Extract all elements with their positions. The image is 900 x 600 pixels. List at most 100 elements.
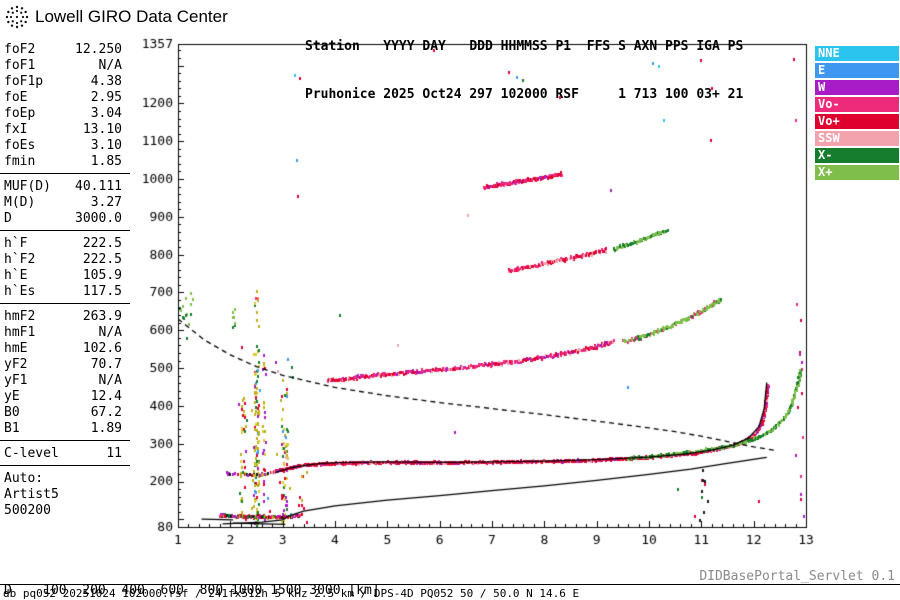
station-header: Station YYYY DAY DDD HHMMSS P1 FFS S AXN… bbox=[305, 7, 743, 135]
param-label: fmin bbox=[4, 154, 36, 169]
legend-item-e: E bbox=[815, 63, 899, 78]
param-value: 40.111 bbox=[75, 179, 122, 194]
param-label: hmF1 bbox=[4, 325, 36, 340]
param-value: 222.5 bbox=[82, 252, 122, 267]
param-value: 13.10 bbox=[82, 122, 122, 137]
param-row-hf: h`F 222.5 bbox=[0, 236, 130, 252]
param-row-auto: Auto: bbox=[0, 471, 130, 487]
param-row-foe: foE 2.95 bbox=[0, 90, 130, 106]
param-row-foes: foEs 3.10 bbox=[0, 138, 130, 154]
param-label: foEs bbox=[4, 138, 36, 153]
param-value: 117.5 bbox=[82, 284, 122, 299]
param-group: MUF(D) 40.111 M(D) 3.27 D 3000.0 bbox=[0, 179, 130, 231]
param-row-mufd: MUF(D) 40.111 bbox=[0, 179, 130, 195]
param-group: foF2 12.250 foF1 N/A foF1p 4.38 foE 2.95 foEp 3.0… bbox=[0, 42, 130, 174]
status-text: db pq052 20251024 102000.rsf / 241fx512h… bbox=[3, 587, 580, 600]
param-value: 11 bbox=[106, 446, 122, 461]
param-value: 70.7 bbox=[90, 357, 122, 372]
station-header-values: Pruhonice 2025 Oct24 297 102000 RSF 1 71… bbox=[305, 87, 744, 102]
param-value: 1.85 bbox=[90, 154, 122, 169]
status-divider bbox=[0, 584, 900, 585]
param-value: 12.250 bbox=[75, 42, 122, 57]
param-value: 263.9 bbox=[82, 309, 122, 324]
muf-table: D 100 200 400 600 800 1000 1500 3000 [km… bbox=[4, 551, 388, 600]
param-label: hmF2 bbox=[4, 309, 36, 324]
param-row-hme: hmE 102.6 bbox=[0, 341, 130, 357]
param-label: foEp bbox=[4, 106, 36, 121]
legend-item-vo: Vo- bbox=[815, 97, 899, 112]
param-row-hes: h`Es 117.5 bbox=[0, 284, 130, 300]
station-header-columns: Station YYYY DAY DDD HHMMSS P1 FFS S AXN… bbox=[305, 39, 744, 54]
servlet-version-label: DIDBasePortal_Servlet 0.1 bbox=[699, 569, 895, 584]
param-label: foF1p bbox=[4, 74, 44, 89]
param-row-b0: B0 67.2 bbox=[0, 405, 130, 421]
param-value: 4.38 bbox=[90, 74, 122, 89]
param-row-fof2: foF2 12.250 bbox=[0, 42, 130, 58]
legend: NNE E W Vo- Vo+ SSW X- X+ bbox=[815, 46, 899, 182]
param-value: 3.04 bbox=[90, 106, 122, 121]
param-label: yF2 bbox=[4, 357, 28, 372]
param-label: fxI bbox=[4, 122, 28, 137]
param-value: 102.6 bbox=[82, 341, 122, 356]
param-value: N/A bbox=[98, 58, 122, 73]
param-label: h`E bbox=[4, 268, 28, 283]
param-value: 3.27 bbox=[90, 195, 122, 210]
param-label: MUF(D) bbox=[4, 179, 51, 194]
param-value: 12.4 bbox=[90, 389, 122, 404]
param-value: 1.89 bbox=[90, 421, 122, 436]
param-label: M(D) bbox=[4, 195, 36, 210]
param-value: 222.5 bbox=[82, 236, 122, 251]
legend-item-vo: Vo+ bbox=[815, 114, 899, 129]
param-value: N/A bbox=[98, 373, 122, 388]
param-label: h`F bbox=[4, 236, 28, 251]
param-group: C-level 11 bbox=[0, 446, 130, 466]
legend-item-nne: NNE bbox=[815, 46, 899, 61]
param-label: foF1 bbox=[4, 58, 36, 73]
param-value: 67.2 bbox=[90, 405, 122, 420]
param-row-fof1p: foF1p 4.38 bbox=[0, 74, 130, 90]
param-value: 105.9 bbox=[82, 268, 122, 283]
param-label: Auto: bbox=[4, 471, 44, 486]
brand: Lowell GIRO Data Center bbox=[5, 5, 228, 29]
param-value: N/A bbox=[98, 325, 122, 340]
brand-title: Lowell GIRO Data Center bbox=[35, 7, 228, 26]
param-label: 500200 bbox=[4, 503, 51, 518]
param-label: foE bbox=[4, 90, 28, 105]
legend-item-x: X+ bbox=[815, 165, 899, 180]
param-panel: foF2 12.250 foF1 N/A foF1p 4.38 foE 2.95 foEp 3.0… bbox=[0, 42, 130, 527]
param-row-ye: yE 12.4 bbox=[0, 389, 130, 405]
param-label: foF2 bbox=[4, 42, 36, 57]
legend-item-w: W bbox=[815, 80, 899, 95]
param-row-foep: foEp 3.04 bbox=[0, 106, 130, 122]
param-row-yf2: yF2 70.7 bbox=[0, 357, 130, 373]
param-label: B0 bbox=[4, 405, 20, 420]
param-value: 3.10 bbox=[90, 138, 122, 153]
param-row-hf2: h`F2 222.5 bbox=[0, 252, 130, 268]
param-label: B1 bbox=[4, 421, 20, 436]
param-group: Auto: Artist5 500200 bbox=[0, 471, 130, 522]
legend-item-ssw: SSW bbox=[815, 131, 899, 146]
legend-item-x: X- bbox=[815, 148, 899, 163]
param-row-b1: B1 1.89 bbox=[0, 421, 130, 437]
param-label: D bbox=[4, 211, 12, 226]
param-row-fxi: fxI 13.10 bbox=[0, 122, 130, 138]
param-row-fof1: foF1 N/A bbox=[0, 58, 130, 74]
param-row-md: M(D) 3.27 bbox=[0, 195, 130, 211]
param-group: hmF2 263.9 hmF1 N/A hmE 102.6 yF2 70.7 yF1 N/A yE 1… bbox=[0, 309, 130, 441]
param-row-fmin: fmin 1.85 bbox=[0, 154, 130, 170]
param-label: h`F2 bbox=[4, 252, 36, 267]
param-row-d: D 3000.0 bbox=[0, 211, 130, 227]
param-row-clevel: C-level 11 bbox=[0, 446, 130, 462]
param-row-hmf1: hmF1 N/A bbox=[0, 325, 130, 341]
lowell-logo-icon bbox=[5, 5, 29, 29]
param-row-yf1: yF1 N/A bbox=[0, 373, 130, 389]
param-label: yF1 bbox=[4, 373, 28, 388]
param-row-artist5: Artist5 bbox=[0, 487, 130, 503]
param-row-hmf2: hmF2 263.9 bbox=[0, 309, 130, 325]
param-value: 3000.0 bbox=[75, 211, 122, 226]
param-label: Artist5 bbox=[4, 487, 59, 502]
param-row-he: h`E 105.9 bbox=[0, 268, 130, 284]
param-value: 2.95 bbox=[90, 90, 122, 105]
